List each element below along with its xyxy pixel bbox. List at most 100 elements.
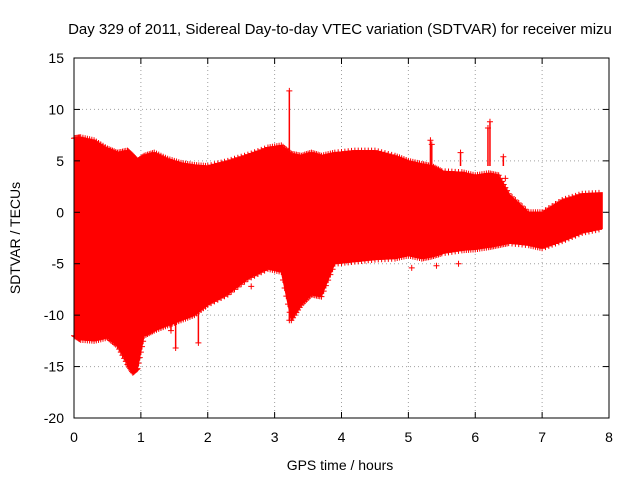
data-point — [499, 178, 505, 185]
data-point — [565, 194, 572, 201]
data-point — [214, 296, 221, 303]
y-tick-label: 0 — [56, 204, 64, 220]
x-tick-label: 7 — [538, 429, 546, 445]
x-tick-label: 1 — [137, 429, 145, 445]
data-point — [549, 203, 556, 210]
data-point — [221, 293, 228, 300]
data-point — [140, 338, 147, 345]
y-tick-label: 5 — [56, 153, 64, 169]
data-point — [542, 207, 549, 214]
data-point — [234, 154, 241, 161]
data-point — [211, 161, 218, 168]
data-point — [208, 162, 215, 169]
data-point — [445, 249, 452, 256]
data-point — [509, 193, 516, 200]
data-point — [325, 277, 332, 284]
spike-point — [195, 339, 202, 346]
data-point — [244, 276, 251, 283]
data-point — [114, 343, 121, 349]
data-point — [575, 191, 582, 198]
spike-point — [500, 153, 507, 160]
spike-point — [502, 175, 509, 182]
data-point — [438, 250, 445, 257]
chart-title: Day 329 of 2011, Sidereal Day-to-day VTE… — [68, 21, 612, 38]
spike-point — [167, 327, 174, 334]
x-tick-label: 6 — [471, 429, 479, 445]
data-point — [327, 271, 334, 278]
spike-point — [427, 137, 434, 144]
data-point — [592, 227, 599, 234]
data-point — [204, 163, 211, 169]
y-tick-label: -10 — [44, 307, 64, 323]
data-point — [238, 281, 245, 288]
data-point — [502, 184, 509, 191]
data-point — [539, 245, 546, 252]
data-point — [452, 248, 459, 255]
data-point — [381, 150, 388, 157]
data-point — [549, 241, 556, 248]
data-point — [261, 145, 268, 152]
data-point — [388, 151, 395, 158]
data-point — [545, 242, 552, 249]
data-point — [208, 300, 215, 307]
data-point — [565, 235, 572, 242]
x-tick-label: 5 — [404, 429, 412, 445]
spike-point — [172, 345, 179, 352]
data-point — [585, 228, 592, 235]
data-point — [248, 150, 255, 157]
data-point — [385, 151, 392, 157]
data-point — [595, 226, 602, 233]
data-point — [133, 366, 140, 373]
x-tick-label: 3 — [271, 429, 279, 445]
data-point — [442, 249, 449, 256]
data-point — [512, 196, 519, 203]
data-point — [329, 266, 336, 273]
data-point — [248, 274, 255, 281]
data-point — [251, 149, 258, 156]
data-point — [228, 156, 235, 163]
data-point — [224, 291, 231, 298]
data-point — [559, 196, 566, 203]
data-point — [552, 240, 559, 247]
data-point — [258, 269, 265, 276]
data-point — [204, 301, 211, 308]
data-point — [238, 153, 245, 160]
data-point — [261, 267, 268, 274]
x-tick-label: 8 — [605, 429, 613, 445]
x-tick-label: 2 — [204, 429, 212, 445]
data-point — [505, 190, 512, 197]
data-point — [569, 233, 576, 240]
data-point — [140, 153, 147, 160]
plot-area — [71, 87, 603, 376]
data-point — [234, 283, 241, 290]
data-point — [371, 147, 378, 154]
data-point — [251, 272, 258, 279]
data-point — [218, 159, 225, 166]
spike-point — [455, 260, 462, 267]
data-point — [378, 149, 385, 156]
spike-point — [433, 262, 440, 269]
data-point — [121, 355, 128, 362]
data-point — [515, 200, 522, 207]
data-point — [135, 360, 142, 367]
data-point — [545, 205, 552, 212]
data-point — [231, 155, 238, 162]
sdtvar-band — [73, 136, 603, 374]
data-point — [322, 282, 329, 289]
data-point — [595, 189, 602, 196]
spike-point — [286, 317, 293, 324]
data-point — [575, 231, 582, 238]
data-point — [281, 285, 288, 292]
data-point — [122, 358, 129, 365]
data-point — [214, 160, 221, 167]
data-point — [562, 236, 569, 243]
spike-point — [484, 124, 491, 131]
data-point — [555, 239, 562, 246]
y-tick-label: -15 — [44, 359, 64, 375]
data-point — [218, 295, 225, 301]
spike-point — [486, 118, 493, 125]
spike-point — [408, 264, 415, 271]
data-point — [504, 187, 511, 194]
data-point — [375, 148, 382, 155]
data-point — [572, 192, 579, 199]
